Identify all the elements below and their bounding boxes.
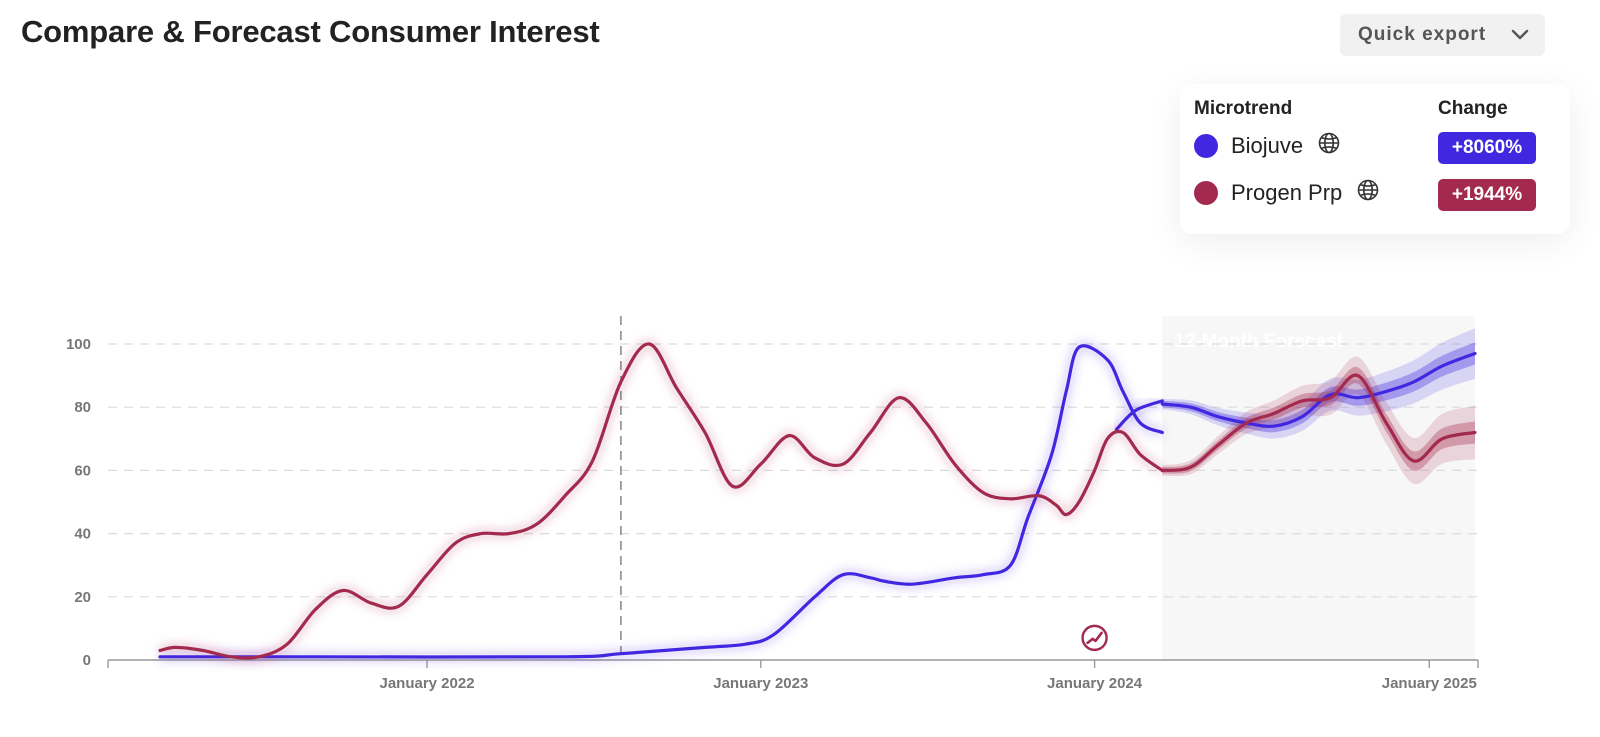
x-tick-label: January 2022 <box>379 675 474 692</box>
forecast-line <box>1160 351 1477 429</box>
forecast-line <box>1160 373 1477 472</box>
y-tick-label: 60 <box>74 462 91 479</box>
legend-item-label: Progen Prp <box>1231 179 1343 205</box>
trend-icon-ring <box>1081 624 1108 652</box>
forecast-band <box>1162 356 1475 485</box>
forecast-band <box>1162 366 1475 474</box>
legend-item-biojuve[interactable]: Biojuve <box>1194 131 1341 160</box>
legend-change-header: Change <box>1438 98 1508 119</box>
legend-item-label: Biojuve <box>1231 132 1304 158</box>
globe-icon[interactable] <box>1356 178 1380 207</box>
change-badge-progen-prp: +1944% <box>1438 179 1536 211</box>
chevron-down-icon <box>1511 27 1529 46</box>
forecast-label: 12-Month Forecast <box>1174 331 1344 352</box>
x-tick-label: January 2025 <box>1382 675 1477 692</box>
legend-microtrend-header: Microtrend <box>1194 98 1293 119</box>
y-tick-label: 100 <box>66 336 91 353</box>
trend-icon <box>1081 624 1108 652</box>
legend-panel: Microtrend Change Biojuve +8060% Progen … <box>1180 84 1570 234</box>
series-color-dot <box>1194 133 1218 158</box>
y-tick-label: 40 <box>74 526 91 543</box>
forecast-region <box>1162 316 1475 660</box>
legend-item-progen-prp[interactable]: Progen Prp <box>1194 178 1380 207</box>
change-badge-biojuve: +8060% <box>1438 132 1536 164</box>
y-tick-label: 80 <box>74 399 91 416</box>
y-tick-label: 0 <box>83 652 91 669</box>
forecast-band <box>1162 342 1475 433</box>
x-tick-label: January 2024 <box>1047 675 1143 692</box>
series-line <box>1114 399 1164 431</box>
x-tick-label: January 2023 <box>713 675 808 692</box>
series-glow <box>159 340 1165 663</box>
series-line <box>158 344 1164 659</box>
trend-icon-arrow <box>1086 631 1103 645</box>
globe-icon[interactable] <box>1317 131 1341 160</box>
series-color-dot <box>1194 180 1218 205</box>
quick-export-label: Quick export <box>1358 24 1487 45</box>
y-tick-label: 20 <box>74 589 91 606</box>
quick-export-button[interactable]: Quick export <box>1340 14 1545 56</box>
series-line <box>158 342 1164 660</box>
page-title: Compare & Forecast Consumer Interest <box>21 14 600 49</box>
